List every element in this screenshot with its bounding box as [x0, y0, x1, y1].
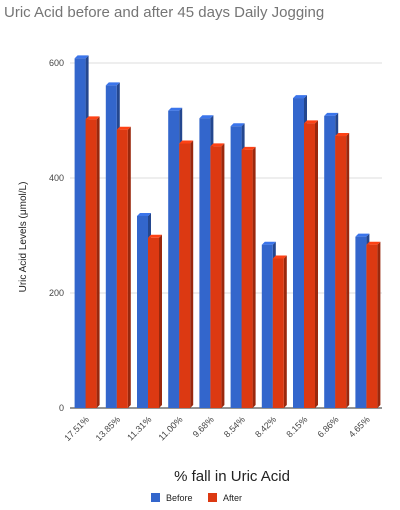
x-tick-label: 17.51%	[62, 414, 91, 443]
bar-before	[261, 244, 273, 408]
bar-before	[199, 118, 211, 408]
bar-after	[85, 119, 97, 408]
chart-title: Uric Acid before and after 45 days Daily…	[4, 4, 324, 21]
bar-side-after	[377, 241, 381, 408]
bar-side-after	[96, 116, 100, 408]
bar-after	[116, 129, 128, 408]
bar-before	[230, 126, 242, 408]
bar-top-after	[335, 133, 350, 137]
bar-side-after	[190, 140, 194, 408]
x-tick-label: 9.68%	[191, 414, 216, 439]
x-tick-label: 8.42%	[253, 414, 278, 439]
bar-top-before	[355, 233, 370, 237]
bar-after	[148, 237, 159, 408]
bar-before	[105, 85, 117, 409]
bar-top-before	[261, 241, 276, 245]
bar-top-before	[230, 123, 245, 127]
bar-top-before	[324, 112, 339, 116]
bar-top-after	[304, 120, 318, 124]
bar-top-after	[272, 255, 287, 259]
y-tick-label: 400	[49, 173, 64, 183]
bar-top-after	[179, 140, 194, 144]
x-tick-label: 11.31%	[125, 414, 153, 442]
bar-after	[304, 123, 315, 408]
y-axis-title: Uric Acid Levels (μmol/L)	[18, 182, 29, 293]
bar-after	[179, 143, 191, 408]
bar-top-after	[366, 241, 381, 245]
x-tick-label: 11.00%	[156, 414, 184, 442]
bar-before	[355, 236, 367, 408]
bar-top-after	[85, 116, 100, 120]
bar-top-before	[74, 55, 89, 59]
bar-top-after	[116, 126, 131, 130]
bar-after	[335, 136, 347, 408]
y-tick-label: 0	[59, 403, 64, 413]
bar-side-after	[221, 143, 225, 408]
bar-after	[272, 258, 284, 408]
legend-swatch	[151, 493, 160, 502]
bar-top-before	[293, 95, 307, 99]
bar-before	[74, 58, 86, 409]
bar-before	[324, 115, 336, 409]
bar-side-after	[315, 120, 318, 408]
legend-label: After	[223, 493, 242, 503]
x-tick-label: 6.86%	[315, 414, 340, 439]
bar-top-before	[105, 82, 120, 86]
legend: Before After	[151, 493, 242, 503]
bar-side-after	[283, 255, 287, 408]
bars	[74, 55, 381, 409]
x-axis-ticks: 17.51% 13.85% 11.31% 11.00% 9.68% 8.54% 8.42% 8…	[62, 414, 371, 443]
y-tick-label: 600	[49, 58, 64, 68]
legend-swatch	[208, 493, 217, 502]
x-tick-label: 8.15%	[284, 414, 309, 439]
bar-top-after	[210, 143, 225, 147]
bar-side-after	[127, 126, 131, 408]
y-axis-ticks: 0 200 400 600	[49, 58, 64, 413]
bar-side-after	[252, 146, 256, 408]
bar-before	[168, 110, 180, 408]
bar-after	[366, 244, 378, 408]
legend-label: Before	[166, 493, 193, 503]
bar-top-after	[148, 234, 162, 238]
x-tick-label: 13.85%	[94, 414, 123, 443]
x-axis-title: % fall in Uric Acid	[174, 468, 290, 485]
bar-top-before	[199, 115, 214, 119]
bar-top-before	[137, 212, 151, 216]
x-tick-label: 4.65%	[347, 414, 372, 439]
bar-side-after	[346, 133, 350, 408]
bar-after	[210, 146, 222, 408]
bar-before	[137, 215, 148, 408]
bar-side-after	[159, 234, 162, 408]
bar-after	[241, 149, 253, 408]
bar-before	[293, 98, 304, 408]
bar-top-after	[241, 146, 256, 150]
bar-top-before	[168, 107, 183, 111]
x-tick-label: 8.54%	[222, 414, 247, 439]
y-tick-label: 200	[49, 288, 64, 298]
